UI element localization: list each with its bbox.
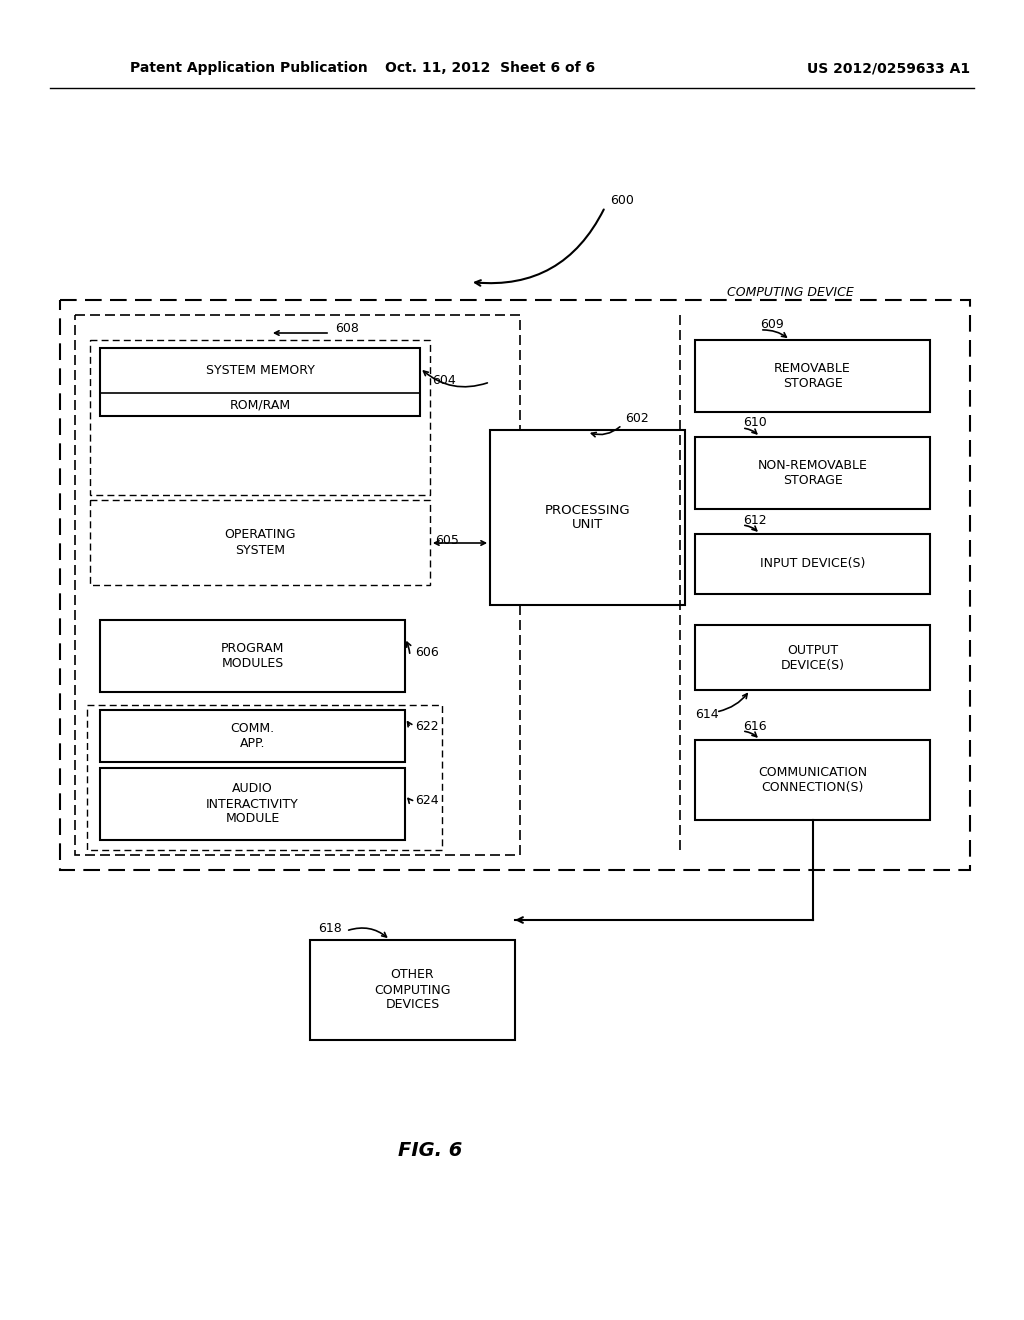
Text: INPUT DEVICE(S): INPUT DEVICE(S) [760,557,865,570]
Text: 604: 604 [432,374,456,387]
Text: 606: 606 [415,647,438,660]
Bar [695,741,930,820]
Text: COMPUTING DEVICE: COMPUTING DEVICE [727,286,853,300]
Text: Oct. 11, 2012  Sheet 6 of 6: Oct. 11, 2012 Sheet 6 of 6 [385,61,595,75]
Text: 600: 600 [610,194,634,206]
Bar [310,940,515,1040]
Text: OUTPUT
DEVICE(S): OUTPUT DEVICE(S) [780,644,845,672]
Text: US 2012/0259633 A1: US 2012/0259633 A1 [807,61,970,75]
Text: OPERATING
SYSTEM: OPERATING SYSTEM [224,528,296,557]
Bar [90,341,430,495]
Text: 614: 614 [695,709,719,722]
Bar [100,768,406,840]
Text: FIG. 6: FIG. 6 [397,1140,462,1159]
Text: 602: 602 [625,412,649,425]
Text: 605: 605 [435,533,459,546]
Text: Patent Application Publication: Patent Application Publication [130,61,368,75]
Text: SYSTEM MEMORY: SYSTEM MEMORY [206,363,314,376]
Bar [75,315,520,855]
Text: 618: 618 [318,921,342,935]
Text: ROM/RAM: ROM/RAM [229,399,291,412]
Text: 608: 608 [335,322,358,334]
Text: 612: 612 [743,513,767,527]
Bar [100,620,406,692]
Bar [695,535,930,594]
Text: REMOVABLE
STORAGE: REMOVABLE STORAGE [774,362,851,389]
Text: 616: 616 [743,719,767,733]
Text: 622: 622 [415,719,438,733]
Text: 610: 610 [743,416,767,429]
Text: PROGRAM
MODULES: PROGRAM MODULES [221,642,285,671]
Bar [695,437,930,510]
Text: PROCESSING
UNIT: PROCESSING UNIT [545,503,631,532]
Bar [695,341,930,412]
Text: COMMUNICATION
CONNECTION(S): COMMUNICATION CONNECTION(S) [758,766,867,795]
Text: 609: 609 [760,318,783,331]
Bar [100,710,406,762]
Bar [490,430,685,605]
Bar [60,300,970,870]
Bar [100,348,420,416]
Bar [695,624,930,690]
Text: NON-REMOVABLE
STORAGE: NON-REMOVABLE STORAGE [758,459,867,487]
Text: OTHER
COMPUTING
DEVICES: OTHER COMPUTING DEVICES [374,969,451,1011]
Text: COMM.
APP.: COMM. APP. [230,722,274,750]
Bar [87,705,442,850]
Text: 624: 624 [415,793,438,807]
Bar [90,500,430,585]
Text: AUDIO
INTERACTIVITY
MODULE: AUDIO INTERACTIVITY MODULE [206,783,299,825]
